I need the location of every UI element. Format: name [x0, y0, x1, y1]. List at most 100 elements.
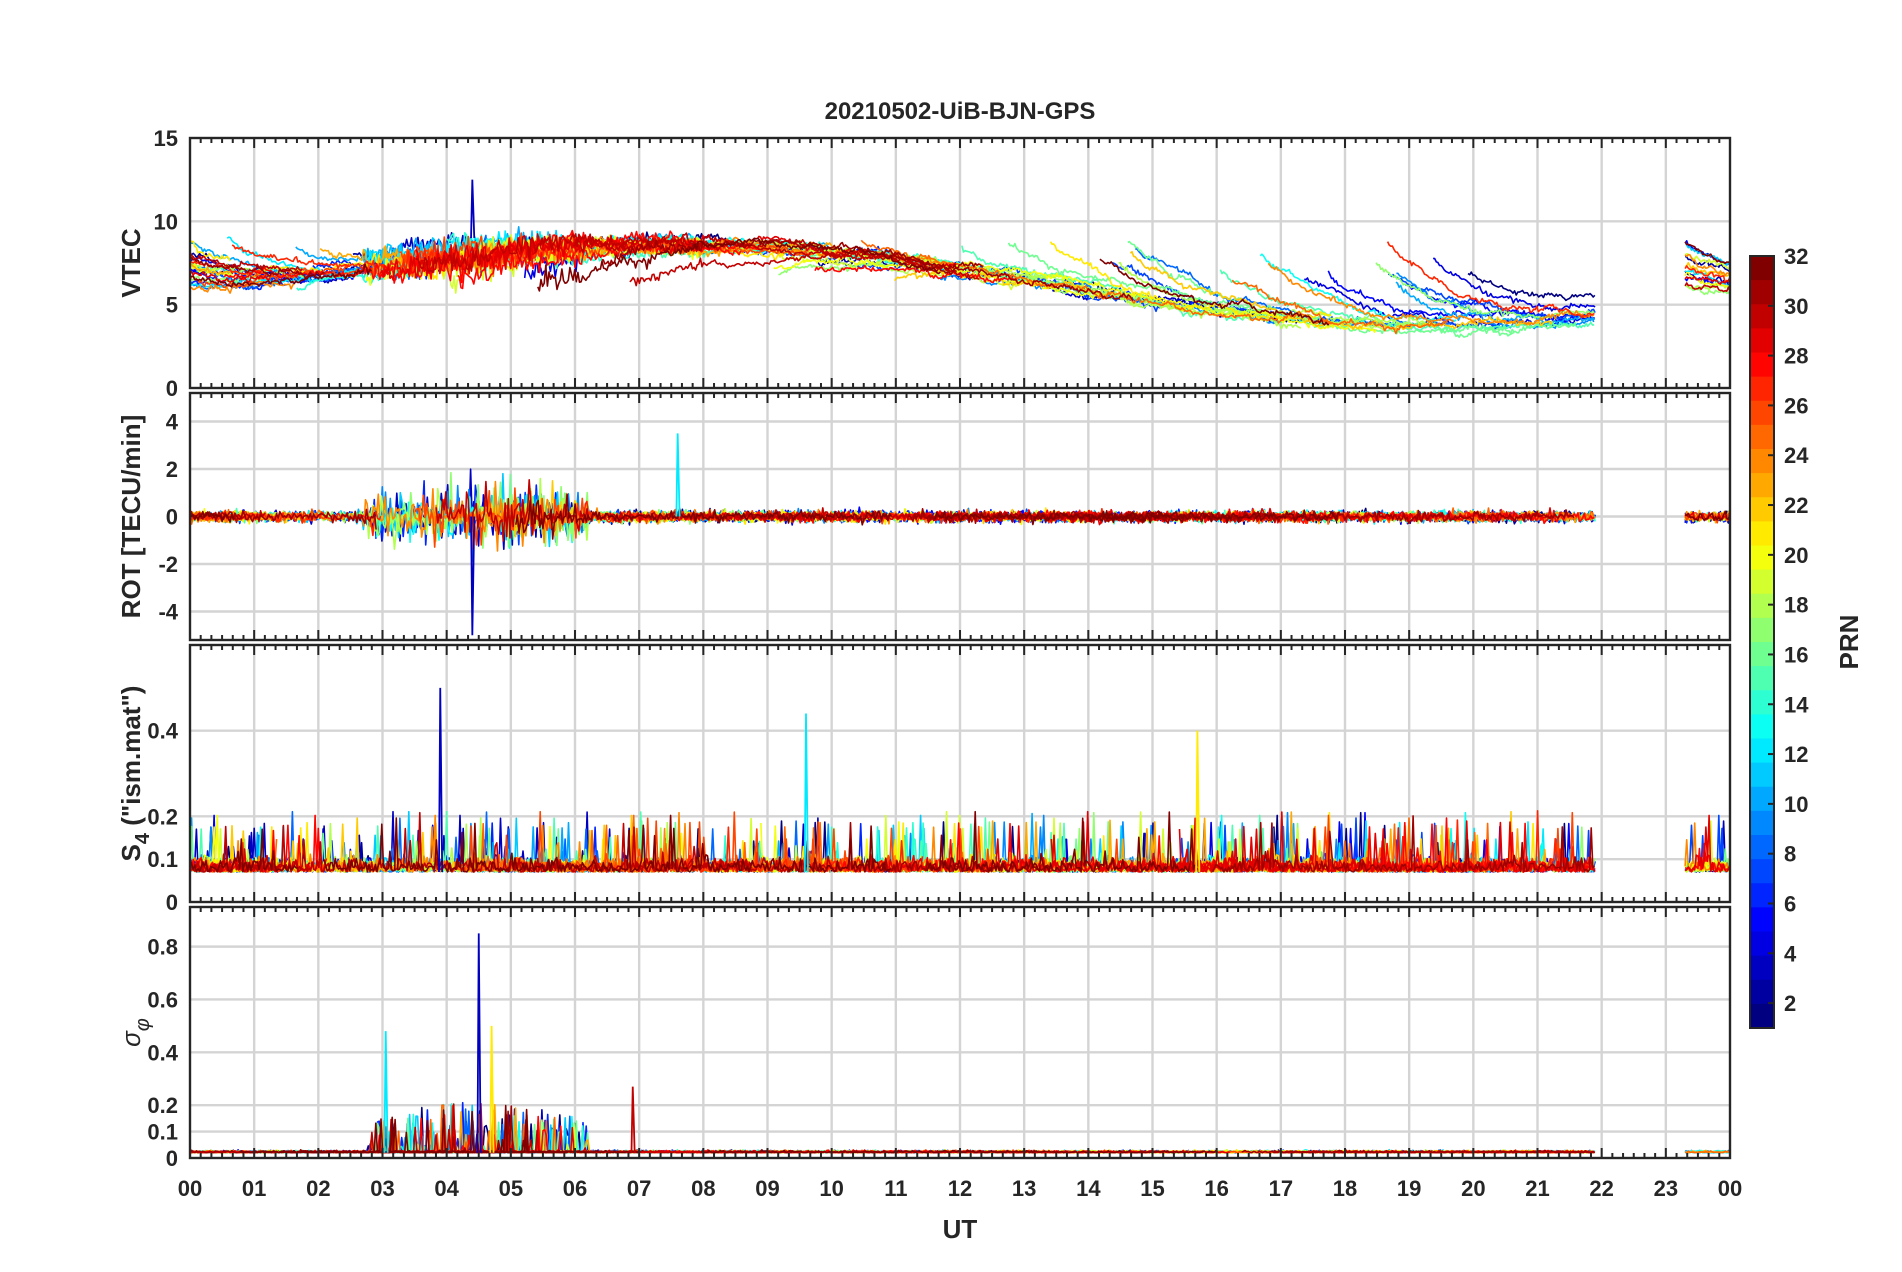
x-tick-label: 02 — [306, 1176, 330, 1201]
prn-10-trace — [1395, 281, 1595, 325]
colorbar-swatch — [1750, 304, 1774, 329]
prn-30-trace — [1684, 282, 1730, 293]
colorbar-tick-label: 6 — [1784, 891, 1796, 916]
x-tick-label: 15 — [1140, 1176, 1164, 1201]
colorbar-swatch — [1750, 617, 1774, 643]
prn-17-trace — [1375, 262, 1595, 321]
x-axis-label: UT — [943, 1214, 978, 1244]
prn-20-trace — [1684, 271, 1730, 289]
colorbar-tick-label: 22 — [1784, 493, 1808, 518]
colorbar-label: PRN — [1834, 615, 1864, 670]
prn-31-trace — [890, 253, 1134, 302]
prn-29-trace — [1684, 814, 1730, 873]
prn-32-trace — [1684, 241, 1730, 265]
prn-25-trace — [1231, 279, 1454, 335]
x-tick-label: 01 — [242, 1176, 266, 1201]
prn-22-trace — [1684, 261, 1730, 277]
series-group — [190, 179, 1730, 339]
prn-30-trace — [629, 253, 980, 287]
prn-27-trace — [1684, 265, 1730, 284]
prn-29-trace — [879, 810, 1304, 873]
peak-trace — [383, 1031, 389, 1153]
peak-trace — [476, 933, 482, 1153]
colorbar-tick-label: 12 — [1784, 742, 1808, 767]
y-tick-label: 15 — [154, 126, 178, 151]
prn-32-trace — [190, 828, 298, 873]
y-axis-label: σφ — [116, 1018, 154, 1047]
x-tick-label: 14 — [1076, 1176, 1101, 1201]
x-tick-label: 18 — [1333, 1176, 1357, 1201]
peak-trace — [470, 516, 476, 636]
prn-32-trace — [190, 263, 372, 288]
prn-29-trace — [190, 271, 271, 283]
colorbar-swatch — [1750, 1003, 1774, 1029]
x-tick-label: 11 — [884, 1176, 907, 1201]
x-tick-label: 19 — [1397, 1176, 1421, 1201]
prn-30-trace — [190, 251, 303, 272]
prn-31-trace — [1241, 1149, 1596, 1154]
peak-trace — [438, 687, 444, 873]
peak-trace — [675, 433, 681, 517]
colorbar-swatch — [1750, 521, 1774, 547]
x-tick-label: 00 — [178, 1176, 202, 1201]
colorbar-swatch — [1750, 569, 1774, 595]
colorbar-tick-label: 14 — [1784, 692, 1809, 717]
x-tick-label: 03 — [370, 1176, 394, 1201]
prn-25-trace — [860, 239, 1333, 325]
x-tick-label: 22 — [1589, 1176, 1613, 1201]
y-tick-label: 0.1 — [147, 1120, 178, 1145]
y-axis-label: S4 ("ism.mat") — [116, 686, 154, 862]
colorbar-swatch — [1750, 859, 1774, 884]
colorbar-swatch — [1750, 473, 1774, 498]
x-tick-label: 12 — [948, 1176, 972, 1201]
y-tick-label: 0 — [166, 505, 178, 530]
prn-4-trace — [1433, 257, 1596, 312]
panel-s4: 0 0.1 0.2 0.4S4 ("ism.mat") — [116, 643, 1732, 915]
x-tick-label: 13 — [1012, 1176, 1036, 1201]
series-group — [190, 933, 1730, 1154]
colorbar-swatch — [1750, 497, 1774, 522]
x-tick-label: 21 — [1525, 1176, 1549, 1201]
prn-29-trace — [1684, 276, 1730, 285]
x-tick-label: 23 — [1654, 1176, 1678, 1201]
prn-32-trace — [926, 810, 1196, 873]
x-tick-label: 16 — [1204, 1176, 1228, 1201]
prn-26-trace — [190, 508, 325, 523]
series-group — [190, 687, 1730, 873]
colorbar-swatch — [1750, 738, 1774, 764]
panel-sigma_phi: 00.10.2 0.4 0.6 0.8 σφ — [116, 905, 1732, 1171]
prn-32-trace — [1684, 510, 1730, 522]
colorbar-swatch — [1750, 328, 1774, 354]
prn-24-trace — [1267, 262, 1595, 326]
y-tick-label: 0.2 — [147, 804, 178, 829]
x-tick-labels: 00 01 02 03 04 05 06 07 08 09 10 11 12 13 14 15 16 17 18 19… — [178, 1176, 1742, 1201]
colorbar-swatch — [1750, 955, 1774, 981]
peak-trace — [470, 179, 476, 239]
colorbar-tick-label: 10 — [1784, 792, 1808, 817]
colorbar-swatch — [1750, 907, 1774, 933]
x-tick-label: 00 — [1718, 1176, 1742, 1201]
prn-27-trace — [1386, 241, 1595, 319]
prn-7-trace — [1388, 273, 1596, 321]
y-axis-label: VTEC — [116, 228, 146, 298]
prn-28-trace — [814, 264, 1018, 284]
colorbar-tick-label: 8 — [1784, 842, 1796, 867]
colorbar-frame — [1749, 255, 1775, 1029]
y-axis-label: ROT [TECU/min] — [116, 415, 146, 619]
colorbar-tick-label: 2 — [1784, 991, 1796, 1016]
colorbar-swatch — [1750, 979, 1774, 1005]
y-tick-label: 5 — [166, 293, 178, 318]
colorbar-swatch — [1750, 810, 1774, 836]
colorbar-swatch — [1750, 376, 1774, 402]
colorbar-swatch — [1750, 352, 1774, 378]
peak-trace — [1195, 730, 1201, 873]
colorbar-swatch — [1750, 835, 1774, 860]
colorbar-tick-label: 24 — [1784, 443, 1809, 468]
panel-rot: -4 -2 0 2 4 ROT [TECU/min] — [116, 391, 1732, 642]
colorbar-tick-label: 32 — [1784, 244, 1808, 269]
colorbar-swatch — [1750, 931, 1774, 957]
prn-24-trace — [190, 280, 295, 294]
peak-trace — [630, 1086, 636, 1153]
